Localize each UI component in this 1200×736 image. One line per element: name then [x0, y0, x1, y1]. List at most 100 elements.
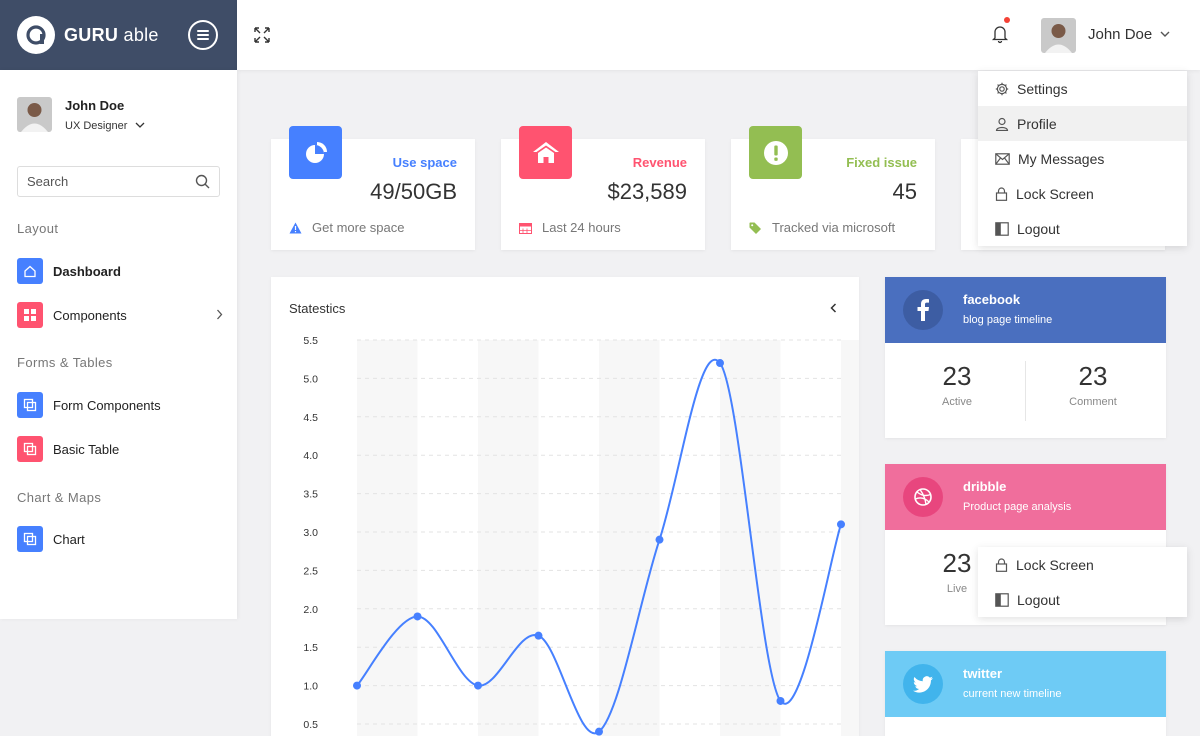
- social-stat: 23 Comment: [1069, 361, 1117, 408]
- stat-footer[interactable]: Tracked via microsoft: [749, 220, 895, 235]
- stat-card-space: Use space 49/50GB Get more space: [271, 126, 475, 250]
- stat-card-issues: Fixed issue 45 Tracked via microsoft: [731, 126, 935, 250]
- data-point[interactable]: [837, 520, 845, 529]
- menu-item-profile[interactable]: Profile: [978, 106, 1187, 141]
- facebook-card: facebook blog page timeline 23 Active 23…: [885, 277, 1166, 438]
- search-icon[interactable]: [195, 174, 210, 189]
- envelope-icon: [995, 152, 1010, 165]
- sidebar-item-basic-table[interactable]: Basic Table: [17, 435, 227, 463]
- calendar-icon: [519, 222, 532, 234]
- sidebar-item-chart[interactable]: Chart: [17, 525, 227, 553]
- data-point[interactable]: [776, 696, 785, 705]
- stat-value: 49/50GB: [370, 179, 457, 204]
- y-tick-label: 2.5: [303, 565, 318, 577]
- menu-toggle-button[interactable]: [188, 20, 218, 50]
- data-point[interactable]: [534, 631, 543, 640]
- chevron-down-icon[interactable]: [1159, 30, 1171, 38]
- menu-item-lock-screen[interactable]: Lock Screen: [978, 547, 1187, 582]
- sidebar-item-label: Basic Table: [53, 441, 120, 457]
- y-tick-label: 3.5: [303, 489, 318, 501]
- sidebar-user-name: John Doe: [65, 98, 125, 113]
- sidebar-item-dashboard[interactable]: Dashboard: [17, 257, 227, 285]
- warning-icon: [289, 222, 302, 233]
- home-icon: [17, 258, 43, 284]
- y-tick-label: 4.5: [303, 412, 318, 424]
- y-tick-label: 5.0: [303, 373, 318, 385]
- data-point[interactable]: [474, 681, 482, 690]
- chart-band: [599, 340, 660, 736]
- chevron-down-icon[interactable]: [135, 122, 145, 129]
- stat-card-revenue: Revenue $23,589 Last 24 hours: [501, 126, 705, 250]
- twitter-icon: [903, 664, 943, 704]
- twitter-card-header: twitter current new timeline: [885, 651, 1166, 717]
- dribble-card-body: 23 Live: [885, 530, 1166, 625]
- sidebar-caption-forms: Forms & Tables: [17, 355, 113, 370]
- lock-icon: [995, 557, 1008, 572]
- data-point[interactable]: [655, 535, 664, 544]
- sidebar-item-label: Dashboard: [53, 263, 121, 279]
- dribble-card-header: dribble Product page analysis: [885, 464, 1166, 530]
- menu-item-logout[interactable]: Logout: [978, 582, 1187, 617]
- chevron-right-icon: [217, 309, 223, 320]
- menu-item-logout[interactable]: Logout: [978, 211, 1187, 246]
- sidebar-caption-layout: Layout: [17, 221, 59, 236]
- gear-icon: [995, 82, 1009, 95]
- stat-value: 45: [892, 179, 917, 204]
- social-stat: 23 Live: [942, 548, 972, 595]
- sidebar-item-label: Components: [53, 307, 127, 323]
- facebook-card-body: 23 Active 23 Comment: [885, 343, 1166, 438]
- social-subtitle: current new timeline: [963, 688, 1062, 700]
- stat-footer[interactable]: Get more space: [289, 220, 405, 235]
- logout-icon: [995, 221, 1009, 236]
- series-line: [356, 358, 842, 735]
- facebook-card-header: facebook blog page timeline: [885, 277, 1166, 343]
- chart-band: [357, 340, 418, 736]
- social-name: twitter: [963, 666, 1002, 681]
- divider: [1025, 361, 1026, 421]
- header-username[interactable]: John Doe: [1088, 26, 1153, 43]
- brand-name: GURU able: [64, 24, 159, 45]
- stat-value: $23,589: [607, 179, 687, 204]
- user-icon: [995, 117, 1009, 131]
- sidebar: John Doe UX Designer Layout Dashboard Co…: [0, 70, 237, 619]
- card-dropdown-menu: Lock Screen Logout: [978, 547, 1187, 617]
- brand-logo-icon[interactable]: [17, 16, 55, 54]
- social-stat: 23 Active: [942, 361, 972, 408]
- layers-icon: [17, 436, 43, 462]
- sidebar-caption-chart: Chart & Maps: [17, 490, 102, 505]
- tag-icon: [749, 222, 761, 234]
- sidebar-item-label: Chart: [53, 531, 85, 547]
- y-tick-label: 2.0: [303, 604, 318, 616]
- social-name: dribble: [963, 479, 1007, 494]
- stat-label: Use space: [392, 155, 457, 170]
- social-subtitle: Product page analysis: [963, 501, 1072, 513]
- social-subtitle: blog page timeline: [963, 314, 1053, 326]
- layers-icon: [17, 392, 43, 418]
- sidebar-avatar[interactable]: [17, 97, 52, 132]
- y-tick-label: 1.0: [303, 681, 318, 693]
- stat-footer[interactable]: Last 24 hours: [519, 220, 621, 235]
- menu-item-messages[interactable]: My Messages: [978, 141, 1187, 176]
- data-point[interactable]: [413, 612, 422, 621]
- search-input[interactable]: [18, 167, 188, 196]
- sidebar-item-components[interactable]: Components: [17, 301, 227, 329]
- sidebar-user-role[interactable]: UX Designer: [65, 120, 128, 132]
- data-point[interactable]: [595, 727, 603, 736]
- y-tick-label: 3.0: [303, 527, 318, 539]
- fullscreen-icon[interactable]: [253, 26, 271, 44]
- chevron-left-icon[interactable]: [830, 303, 837, 313]
- avatar[interactable]: [1041, 18, 1076, 53]
- menu-item-lock-screen[interactable]: Lock Screen: [978, 176, 1187, 211]
- sidebar-item-label: Form Components: [53, 397, 161, 413]
- chart-band: [841, 340, 859, 736]
- menu-item-settings[interactable]: Settings: [978, 71, 1187, 106]
- data-point[interactable]: [353, 681, 361, 690]
- sidebar-item-form-components[interactable]: Form Components: [17, 391, 227, 419]
- data-point[interactable]: [716, 359, 724, 368]
- alert-icon: [749, 126, 802, 179]
- lock-icon: [995, 186, 1008, 201]
- notification-badge: [1004, 17, 1010, 23]
- brand-bar: GURU able: [0, 0, 237, 70]
- bell-icon[interactable]: [991, 24, 1009, 44]
- chart-band: [478, 340, 539, 736]
